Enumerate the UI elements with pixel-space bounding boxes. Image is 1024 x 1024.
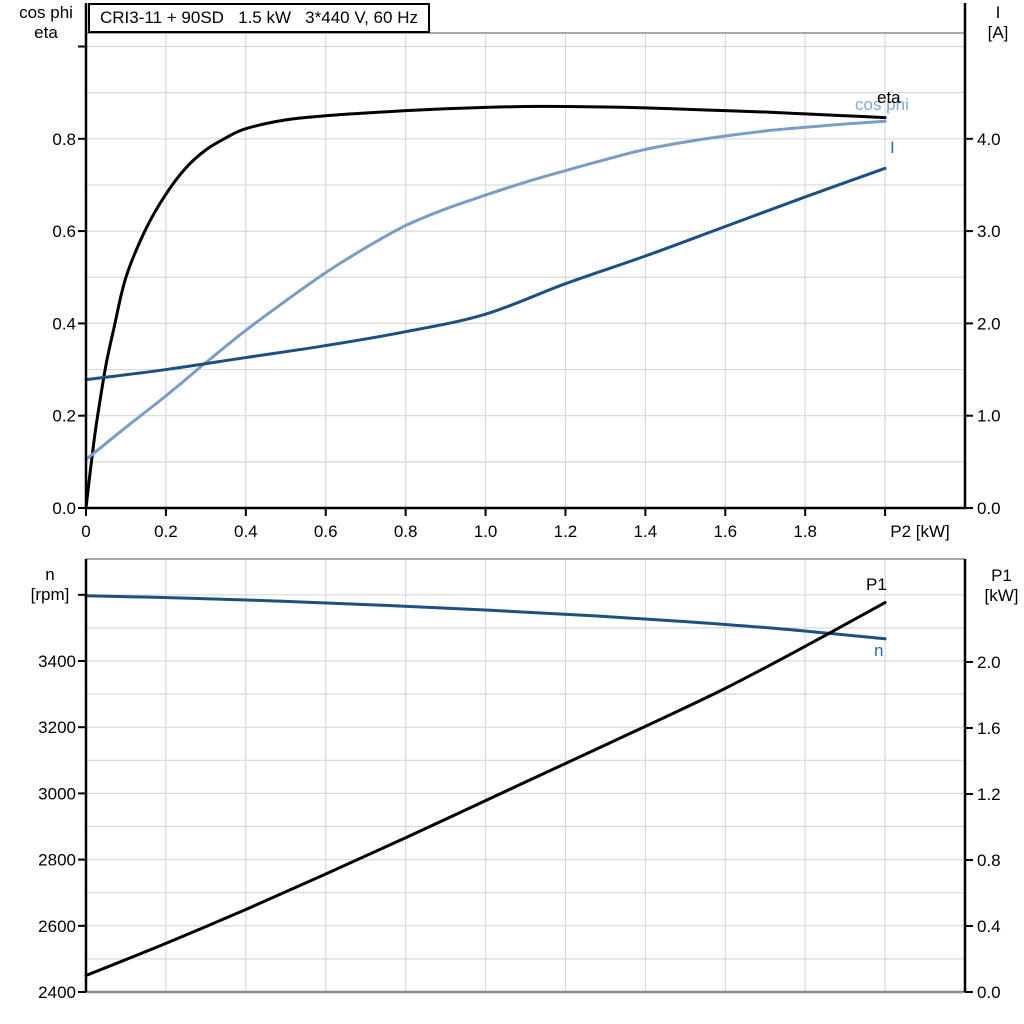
top-curve-cos-phi xyxy=(84,119,887,462)
n-curve-label: n xyxy=(874,641,884,660)
rpm-unit-label: [rpm] xyxy=(30,585,70,604)
bottom-right-tick-label: 1.2 xyxy=(977,785,1001,804)
bottom-left-tick-label: 3200 xyxy=(38,718,76,737)
p1-curve-label: P1 xyxy=(866,575,887,594)
left-axis-title-top-chart: cos phi eta xyxy=(10,3,82,43)
top-x-tick-label: 0 xyxy=(81,522,90,541)
top-left-tick-label: 0.8 xyxy=(52,130,76,149)
top-x-tick-label: 1.2 xyxy=(554,522,578,541)
kw-unit-label: [kW] xyxy=(984,586,1019,605)
right-axis-title-top-chart: I [A] xyxy=(976,3,1020,43)
eta-axis-label: eta xyxy=(34,23,58,42)
current-axis-label: I xyxy=(995,3,1001,22)
cos-phi-axis-label: cos phi xyxy=(19,3,73,22)
top-left-tick-label: 0.2 xyxy=(52,407,76,426)
bottom-curve-n xyxy=(84,594,887,641)
top-left-tick-label: 0.4 xyxy=(52,314,76,333)
top-curve-I xyxy=(84,166,887,382)
bottom-right-tick-label: 2.0 xyxy=(977,653,1001,672)
ampere-unit-label: [A] xyxy=(987,23,1009,42)
p1-axis-label: P1 xyxy=(991,566,1012,585)
top-left-tick-label: 0.6 xyxy=(52,222,76,241)
bottom-left-tick-label: 3000 xyxy=(38,784,76,803)
top-right-tick-label: 4.0 xyxy=(977,130,1001,149)
eta-curve-label: eta xyxy=(877,88,901,107)
top-curve-eta xyxy=(84,104,887,510)
top-x-axis-unit-label: P2 [kW] xyxy=(890,522,950,541)
top-right-tick-label: 3.0 xyxy=(977,222,1001,241)
top-right-tick-label: 0.0 xyxy=(977,499,1001,518)
bottom-left-tick-label: 2400 xyxy=(38,983,76,1002)
right-axis-title-bottom-chart: P1 [kW] xyxy=(979,566,1024,606)
bottom-right-tick-label: 0.0 xyxy=(977,983,1001,1002)
top-x-tick-label: 0.6 xyxy=(314,522,338,541)
bottom-right-tick-label: 0.8 xyxy=(977,851,1001,870)
bottom-right-tick-label: 0.4 xyxy=(977,917,1001,936)
bottom-curve-P1 xyxy=(84,601,887,977)
left-axis-title-bottom-chart: n [rpm] xyxy=(18,565,82,605)
top-right-tick-label: 1.0 xyxy=(977,407,1001,426)
speed-axis-label: n xyxy=(45,565,55,584)
bottom-left-tick-label: 2600 xyxy=(38,917,76,936)
top-x-tick-label: 1.4 xyxy=(634,522,658,541)
top-x-tick-label: 0.4 xyxy=(234,522,258,541)
top-x-tick-label: 1.6 xyxy=(713,522,737,541)
bottom-left-tick-label: 2800 xyxy=(38,851,76,870)
top-x-tick-label: 1.8 xyxy=(793,522,817,541)
chart-title-box: CRI3-11 + 90SD 1.5 kW 3*440 V, 60 Hz xyxy=(88,3,430,33)
bottom-left-tick-label: 3400 xyxy=(38,652,76,671)
current-curve-label: I xyxy=(890,138,895,157)
bottom-right-tick-label: 1.6 xyxy=(977,719,1001,738)
cos-phi-curve-label: cos phi xyxy=(855,95,909,114)
top-x-tick-label: 0.8 xyxy=(394,522,418,541)
top-x-tick-label: 0.2 xyxy=(154,522,178,541)
top-right-tick-label: 2.0 xyxy=(977,314,1001,333)
top-left-tick-label: 0.0 xyxy=(52,499,76,518)
top-x-tick-label: 1.0 xyxy=(474,522,498,541)
